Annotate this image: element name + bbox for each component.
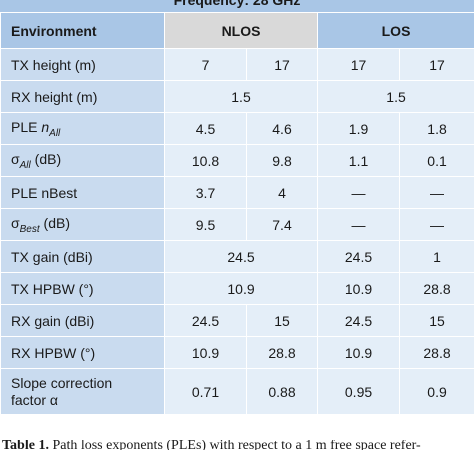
cell-value: 1 [399,240,474,273]
frequency-banner: Frequency: 28 GHz [0,0,474,12]
cell-value: 10.9 [317,272,401,305]
cell-value: 9.5 [164,208,247,241]
cell-value: 15 [245,304,319,337]
cell-value: 10.9 [163,272,319,305]
table-row-rx-height: RX height (m) 1.5 1.5 [0,80,474,113]
row-label-prefix: PLE [11,118,42,135]
cell-value: 7 [164,48,247,81]
cell-value: 24.5 [317,304,401,337]
caption-label: Table 1. [2,440,49,450]
cell-value: — [399,208,474,241]
row-label: PLE nAll [0,112,165,145]
row-label: RX gain (dBi) [0,304,165,337]
path-loss-table: Environment NLOS LOS TX height (m) 7 17 … [0,12,474,415]
table-row-slope-correction: Slope correction factor α 0.71 0.88 0.95 … [0,368,474,415]
cell-value: 17 [245,48,319,81]
cell-value: 0.88 [245,368,319,415]
row-label-symbol: σ [11,150,20,167]
cell-value: 3.7 [164,176,247,209]
cell-value: 10.8 [164,144,247,177]
cell-value: 17 [317,48,401,81]
row-label: σBest (dB) [0,208,165,241]
row-label: TX HPBW (°) [0,272,165,305]
row-label-suffix: (dB) [30,150,62,167]
table-row-sigma-all: σAll (dB) 10.8 9.8 1.1 0.1 [0,144,474,177]
row-label: TX gain (dBi) [0,240,165,273]
cell-value: — [317,208,401,241]
cell-value: 0.71 [164,368,247,415]
cell-value: 1.5 [317,80,474,113]
table-row-tx-gain: TX gain (dBi) 24.5 24.5 1 [0,240,474,273]
cell-value: 0.9 [399,368,474,415]
row-label-symbol: n [41,118,50,135]
row-label: RX HPBW (°) [0,336,165,369]
table-caption: Table 1. Path loss exponents (PLEs) with… [2,440,474,450]
cell-value: 24.5 [317,240,401,273]
row-label-symbol: α [49,391,58,408]
table-row-rx-gain: RX gain (dBi) 24.5 15 24.5 15 [0,304,474,337]
table-row-tx-hpbw: TX HPBW (°) 10.9 10.9 28.8 [0,272,474,305]
row-label: TX height (m) [0,48,165,81]
cell-value: 28.8 [399,336,474,369]
row-label-subscript: All [19,159,31,171]
row-label-line1: Slope correction [11,374,113,391]
row-label-symbol: σ [11,214,20,231]
environment-header: Environment [0,12,165,49]
cell-value: 10.9 [317,336,401,369]
row-label: RX height (m) [0,80,165,113]
row-label: PLE nBest [0,176,165,209]
cell-value: 7.4 [245,208,319,241]
caption-text: Path loss exponents (PLEs) with respect … [48,440,421,450]
cell-value: 1.1 [317,144,401,177]
cell-value: 0.95 [317,368,401,415]
table-row-tx-height: TX height (m) 7 17 17 17 [0,48,474,81]
cell-value: 9.8 [245,144,319,177]
cell-value: 4.6 [245,112,319,145]
row-label-subscript: Best [19,223,40,235]
table-row-ple-best: PLE nBest 3.7 4 — — [0,176,474,209]
row-label: σAll (dB) [0,144,165,177]
cell-value: 24.5 [164,304,247,337]
row-label: Slope correction factor α [0,368,165,415]
cell-value: 28.8 [245,336,319,369]
cell-value: 15 [399,304,474,337]
row-label-subscript: All [49,127,61,139]
table-row-rx-hpbw: RX HPBW (°) 10.9 28.8 10.9 28.8 [0,336,474,369]
cell-value: 4.5 [164,112,247,145]
nlos-header: NLOS [163,12,319,49]
cell-value: 24.5 [163,240,319,273]
cell-value: 10.9 [164,336,247,369]
cell-value: 4 [245,176,319,209]
cell-value: — [317,176,401,209]
cell-value: — [399,176,474,209]
frequency-title: Frequency: 28 GHz [173,0,301,8]
cell-value: 28.8 [399,272,474,305]
caption-line: Table 1. Path loss exponents (PLEs) with… [2,440,421,450]
table-row-sigma-best: σBest (dB) 9.5 7.4 — — [0,208,474,241]
los-header: LOS [317,12,474,49]
cell-value: 0.1 [399,144,474,177]
row-label-line2: factor [11,391,50,408]
table-row-ple-all: PLE nAll 4.5 4.6 1.9 1.8 [0,112,474,145]
row-label-suffix: (dB) [39,214,70,231]
cell-value: 1.8 [399,112,474,145]
table-header-row: Environment NLOS LOS [0,12,474,49]
cell-value: 1.5 [163,80,319,113]
cell-value: 1.9 [317,112,401,145]
cell-value: 17 [399,48,474,81]
